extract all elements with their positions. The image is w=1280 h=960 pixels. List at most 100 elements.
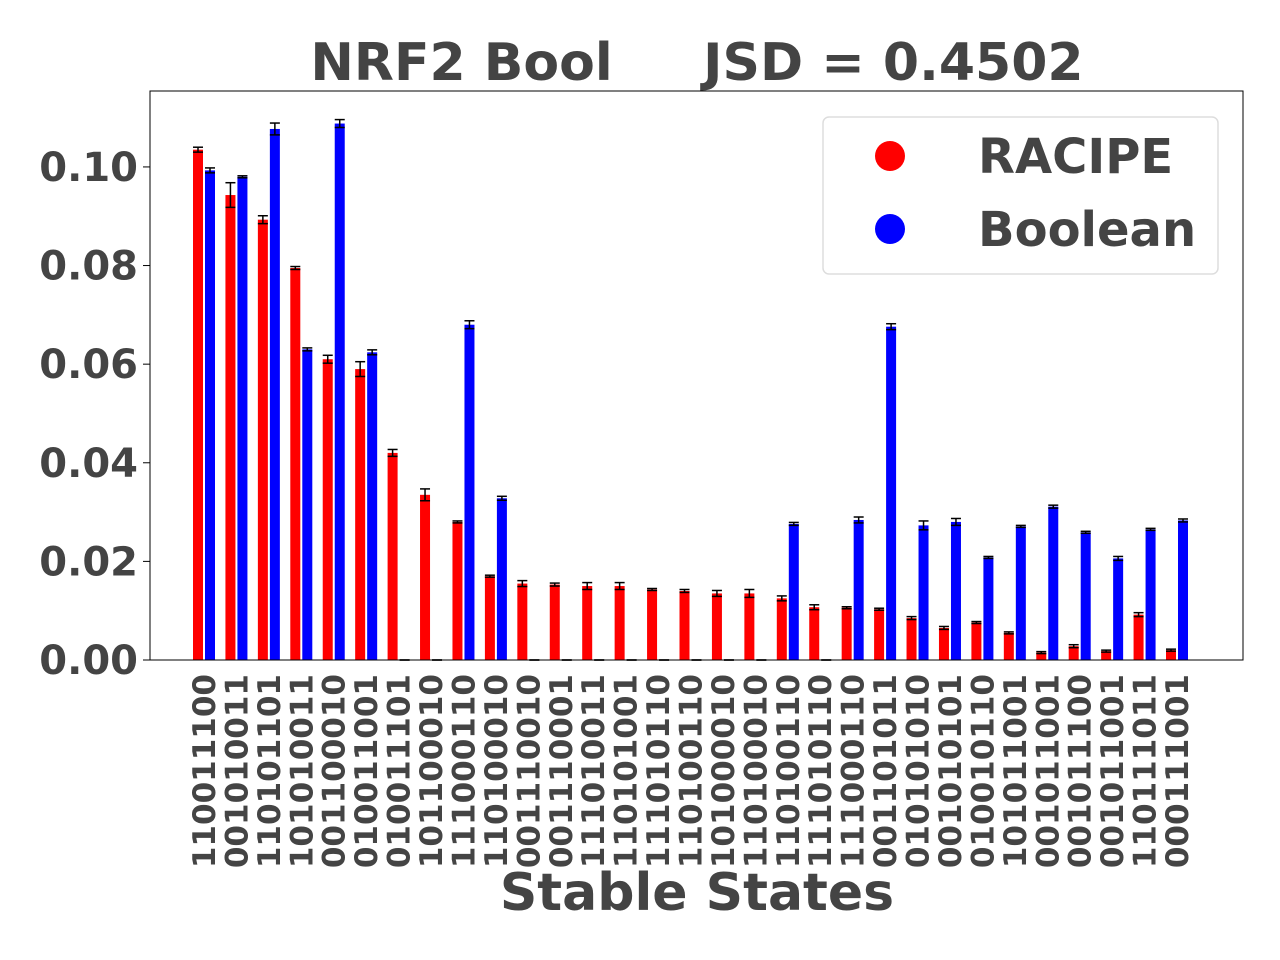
error-bar bbox=[355, 360, 366, 378]
bar bbox=[1068, 646, 1079, 660]
bar bbox=[788, 523, 799, 660]
error-bar bbox=[647, 587, 658, 592]
bar bbox=[1101, 651, 1112, 660]
y-tick-label: 0.04 bbox=[39, 441, 138, 487]
error-bar bbox=[788, 521, 799, 527]
error-bar bbox=[322, 354, 333, 364]
x-tick-label: 101010011 bbox=[284, 674, 320, 868]
error-bar bbox=[290, 265, 301, 271]
x-tick-label: 001011001 bbox=[1030, 674, 1066, 868]
bar bbox=[257, 219, 268, 660]
bar bbox=[549, 584, 560, 660]
y-tick-label: 0.10 bbox=[39, 145, 138, 191]
bar bbox=[1178, 520, 1188, 660]
bar bbox=[1048, 506, 1059, 660]
legend-label: RACIPE bbox=[978, 129, 1173, 185]
x-tick-label: 010011001 bbox=[349, 674, 385, 868]
x-tick-label: 001011001 bbox=[1095, 674, 1131, 868]
error-bar bbox=[886, 322, 897, 331]
bar bbox=[841, 607, 852, 660]
x-tick-label: 001101011 bbox=[868, 674, 904, 868]
plot-frame bbox=[149, 90, 1244, 661]
bar bbox=[582, 586, 593, 660]
x-tick-label: 111000110 bbox=[446, 674, 482, 868]
x-tick-label: 010101010 bbox=[901, 674, 937, 868]
error-bar bbox=[906, 615, 917, 621]
error-bar bbox=[1113, 555, 1124, 562]
error-bar bbox=[1145, 527, 1156, 532]
error-bar bbox=[193, 146, 203, 153]
bar bbox=[809, 607, 820, 660]
error-bar bbox=[1178, 518, 1188, 523]
x-tick-label: 010010110 bbox=[965, 674, 1001, 868]
bar bbox=[1133, 614, 1144, 660]
error-bar bbox=[983, 555, 994, 560]
x-tick-label: 001010011 bbox=[219, 674, 255, 868]
error-bar bbox=[582, 581, 593, 591]
y-tick-label: 0.02 bbox=[39, 539, 138, 585]
error-bar bbox=[841, 605, 852, 610]
bar bbox=[886, 326, 897, 660]
bar bbox=[950, 521, 961, 660]
bar bbox=[225, 195, 236, 660]
error-bar bbox=[334, 118, 345, 129]
x-tick-label: 101000010 bbox=[706, 674, 742, 868]
bar bbox=[269, 128, 280, 661]
error-bar bbox=[1015, 524, 1026, 529]
error-bar bbox=[484, 574, 495, 578]
bar bbox=[679, 590, 690, 660]
x-tick-label: 111010110 bbox=[641, 674, 677, 868]
x-tick-label: 010011101 bbox=[382, 674, 418, 868]
bar bbox=[205, 170, 215, 660]
x-tick-label: 110100010 bbox=[479, 674, 515, 868]
error-bar bbox=[517, 579, 528, 588]
error-bar bbox=[1166, 648, 1176, 652]
error-bar bbox=[237, 175, 248, 179]
bar bbox=[1036, 652, 1047, 660]
error-bar bbox=[1133, 611, 1144, 618]
error-bar bbox=[1048, 504, 1059, 509]
y-tick-label: 0.06 bbox=[39, 342, 138, 388]
error-bar bbox=[679, 588, 690, 594]
bar bbox=[1166, 650, 1176, 660]
error-bar bbox=[776, 595, 787, 602]
x-tick-label: 110111011 bbox=[1128, 674, 1164, 868]
x-tick-label: 001110010 bbox=[511, 674, 547, 868]
bar bbox=[367, 352, 378, 660]
x-tick-label: 110100110 bbox=[674, 674, 710, 868]
error-bar bbox=[1068, 643, 1079, 649]
bar bbox=[290, 268, 301, 660]
bar bbox=[496, 498, 507, 660]
x-tick-label: 110101001 bbox=[609, 674, 645, 868]
error-bar bbox=[496, 495, 507, 501]
bar bbox=[744, 593, 755, 660]
bar bbox=[355, 369, 366, 660]
bar bbox=[971, 622, 982, 660]
error-bar bbox=[1101, 649, 1112, 653]
bar bbox=[614, 586, 625, 660]
bar bbox=[193, 149, 203, 660]
bar bbox=[322, 359, 333, 660]
error-bar bbox=[1080, 530, 1091, 535]
bar bbox=[387, 452, 398, 660]
error-bar bbox=[205, 167, 215, 174]
bar bbox=[1080, 532, 1091, 660]
x-tick-label: 111000110 bbox=[836, 674, 872, 868]
error-bar bbox=[269, 122, 280, 136]
bar bbox=[918, 525, 929, 660]
error-bar bbox=[614, 581, 625, 591]
bar bbox=[874, 609, 885, 660]
error-bar bbox=[452, 520, 463, 524]
bar bbox=[906, 618, 917, 660]
x-tick-label: 101011001 bbox=[998, 674, 1034, 868]
error-bar bbox=[853, 516, 864, 524]
error-bar bbox=[464, 320, 475, 330]
error-bar bbox=[711, 589, 722, 598]
y-tick-label: 0.08 bbox=[39, 244, 138, 290]
legend-label: Boolean bbox=[978, 202, 1196, 258]
x-tick-label: 111010011 bbox=[576, 674, 612, 868]
error-bar bbox=[1036, 650, 1047, 655]
bar bbox=[853, 519, 864, 660]
x-tick-label: 110011100 bbox=[187, 674, 223, 868]
